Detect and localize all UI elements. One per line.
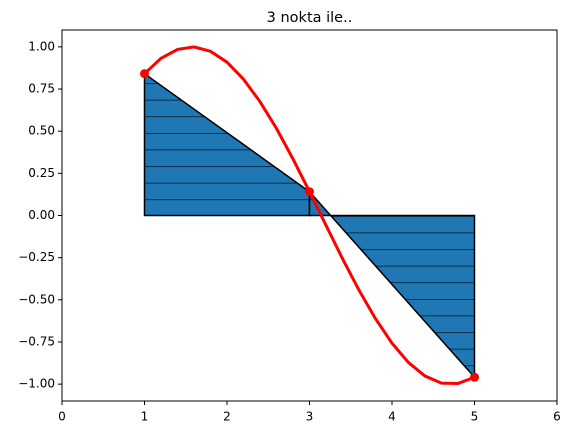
- x-tick-label: 5: [471, 410, 479, 424]
- trapezoid-hatch: [308, 189, 476, 380]
- x-tick-label: 0: [58, 410, 66, 424]
- y-tick-label: 1.00: [28, 39, 55, 53]
- y-tick-label: −0.50: [18, 292, 55, 306]
- chart-title: 3 nokta ile..: [267, 10, 353, 26]
- point: [305, 187, 314, 197]
- y-tick-label: 0.50: [28, 124, 55, 138]
- x-tick-label: 6: [553, 410, 561, 424]
- point: [470, 372, 479, 382]
- plot-area: [140, 45, 479, 385]
- point: [140, 69, 149, 79]
- x-tick-label: 1: [141, 410, 149, 424]
- y-tick-label: 0.25: [28, 166, 55, 180]
- y-tick-label: −0.25: [18, 250, 55, 264]
- x-tick-label: 2: [223, 410, 231, 424]
- x-tick-label: 3: [306, 410, 314, 424]
- x-tick-label: 4: [388, 410, 396, 424]
- y-tick-label: 0.00: [28, 208, 55, 222]
- y-tick-label: −0.75: [18, 334, 55, 348]
- y-tick-label: 0.75: [28, 82, 55, 96]
- y-tick-label: −1.00: [18, 377, 55, 391]
